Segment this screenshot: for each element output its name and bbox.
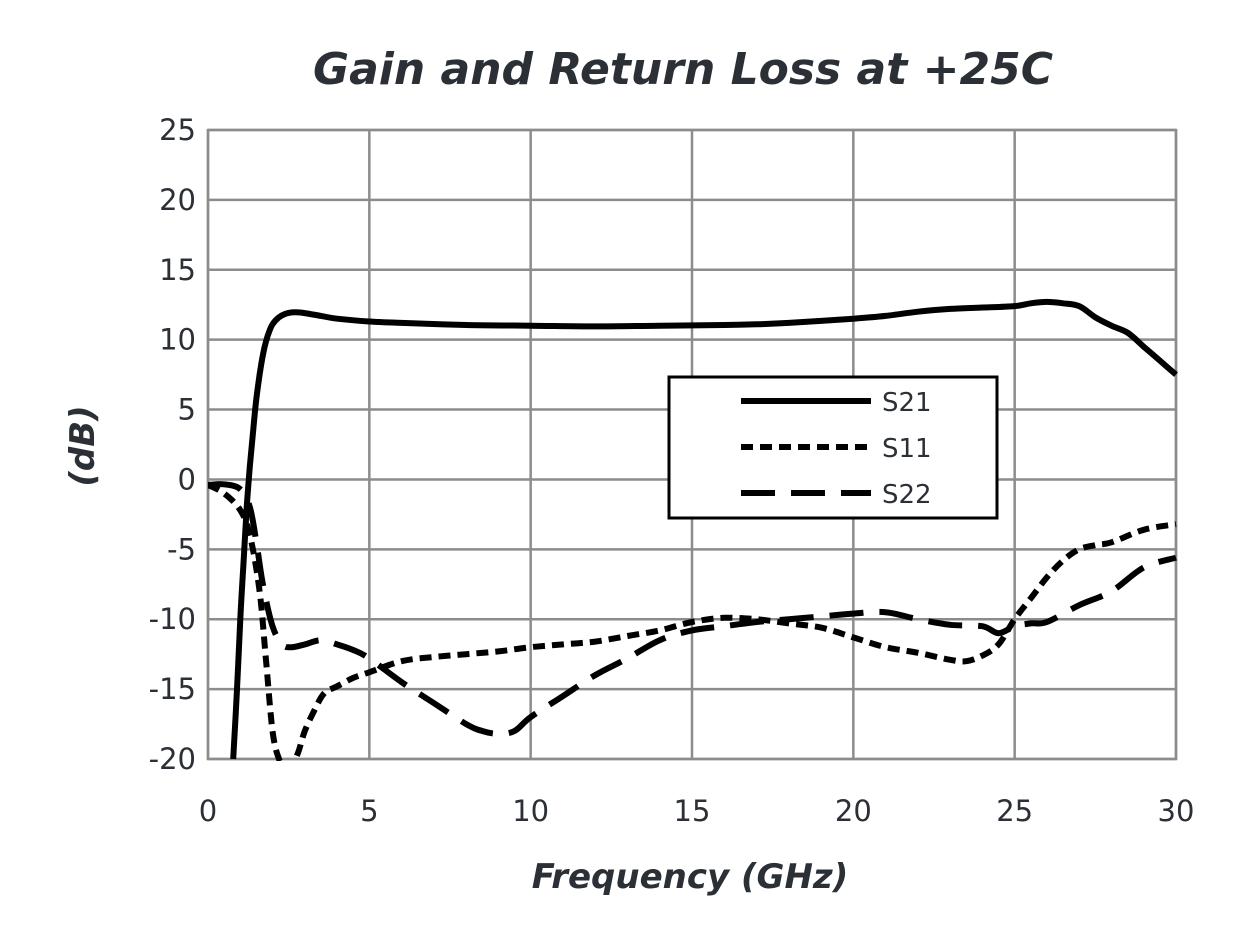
legend-label-s21: S21 [882, 388, 932, 418]
x-axis-label: Frequency (GHz) [532, 857, 849, 897]
x-tick-label: 10 [512, 794, 549, 828]
x-tick-label: 20 [835, 794, 872, 828]
x-tick-label: 25 [996, 794, 1033, 828]
chart-title: Gain and Return Loss at +25C [313, 44, 1053, 95]
x-tick-label: 0 [199, 794, 217, 828]
legend-label-s11: S11 [882, 434, 932, 464]
x-tick-label: 15 [674, 794, 711, 828]
y-tick-label: -20 [149, 742, 196, 776]
series-line-s22 [208, 481, 1177, 737]
y-tick-label: -10 [149, 602, 196, 636]
y-tick-label: -5 [167, 532, 196, 566]
legend-box [667, 375, 999, 520]
plot-frame [206, 128, 1178, 761]
series-line-s21 [230, 298, 1178, 760]
series-lines [208, 298, 1178, 761]
x-tick-label: 30 [1158, 794, 1195, 828]
legend-label-s22: S22 [882, 480, 932, 510]
x-tick-label: 5 [360, 794, 378, 828]
y-tick-labels: 25 20 15 10 5 0 -5 -10 -15 -20 [149, 113, 196, 776]
y-tick-label: 20 [159, 183, 196, 217]
series-line-s11 [208, 482, 1177, 761]
y-tick-label: 5 [178, 393, 196, 427]
y-tick-label: 15 [159, 253, 196, 287]
y-tick-label: 10 [159, 323, 196, 357]
y-tick-label: -15 [149, 672, 196, 706]
legend: S21 S11 S22 [667, 375, 999, 520]
y-tick-label: 0 [178, 462, 196, 496]
y-tick-label: 25 [159, 113, 196, 147]
x-tick-labels: 0 5 10 15 20 25 30 [199, 794, 1195, 828]
y-axis-label: (dB) [63, 405, 103, 486]
